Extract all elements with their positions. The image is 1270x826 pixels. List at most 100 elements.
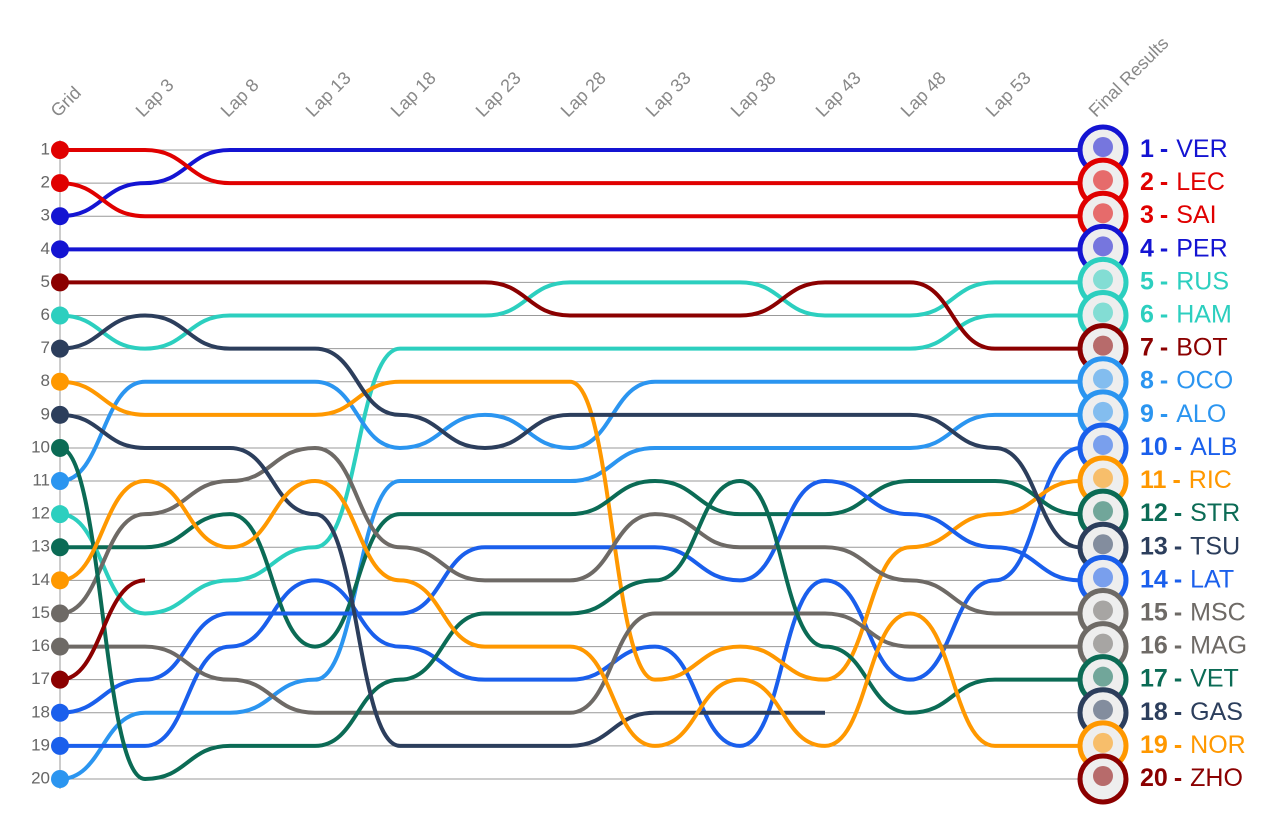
driver-line (59, 147, 1080, 219)
column-label: Lap 53 (982, 68, 1035, 121)
final-position: 17 (1140, 664, 1168, 692)
final-label: 6- HAM (1140, 300, 1232, 328)
y-tick-label: 20 (31, 768, 50, 787)
final-position: 16 (1140, 631, 1168, 659)
driver-avatar-head (1093, 335, 1113, 356)
column-label: Lap 3 (132, 75, 178, 121)
driver-avatar-head (1093, 534, 1113, 555)
separator: - (1160, 366, 1168, 394)
grid-dot (51, 505, 69, 524)
final-position: 19 (1140, 731, 1168, 759)
separator: - (1160, 267, 1168, 295)
final-position: 4 (1140, 234, 1154, 262)
driver-avatar-head (1093, 203, 1113, 224)
column-label: Lap 33 (642, 68, 695, 121)
grid-dot (51, 670, 69, 689)
separator: - (1160, 300, 1168, 328)
driver-avatar-head (1093, 633, 1113, 654)
driver-avatar-head (1093, 236, 1113, 257)
y-tick-label: 5 (41, 272, 50, 291)
driver-line (59, 313, 1081, 550)
driver-line (60, 479, 1081, 649)
separator: - (1160, 168, 1168, 196)
y-tick-label: 16 (31, 636, 50, 655)
separator: - (1174, 764, 1182, 792)
y-tick-label: 18 (31, 702, 50, 721)
final-position: 11 (1140, 466, 1167, 494)
separator: - (1174, 697, 1182, 725)
grid-dot (51, 273, 69, 292)
driver-avatar-head (1093, 600, 1113, 621)
driver-avatar-head (1093, 567, 1113, 588)
column-label: Lap 48 (897, 68, 950, 121)
final-label: 8- OCO (1140, 366, 1233, 394)
final-label: 15- MSC (1140, 598, 1246, 626)
y-tick-label: 2 (41, 173, 50, 192)
separator: - (1174, 631, 1182, 659)
final-label: 17- VET (1140, 664, 1239, 692)
driver-name: PER (1176, 234, 1227, 262)
column-label: Lap 23 (472, 68, 525, 121)
driver-line (59, 147, 1080, 186)
grid-dot (51, 141, 69, 159)
driver-name: NOR (1190, 731, 1246, 759)
final-label: 2- LEC (1140, 168, 1225, 196)
grid-dot (51, 306, 69, 325)
driver-line (59, 280, 1080, 351)
y-tick-label: 1 (41, 139, 50, 158)
driver-name: GAS (1190, 697, 1243, 725)
grid-dot (51, 472, 69, 491)
driver-line (59, 445, 1080, 781)
driver-avatar-head (1093, 368, 1113, 389)
driver-avatar-head (1093, 732, 1113, 753)
driver-avatar-head (1093, 269, 1113, 290)
driver-line (59, 379, 1081, 682)
final-label: 5- RUS (1140, 267, 1229, 295)
final-position: 18 (1140, 697, 1168, 725)
driver-name: LEC (1176, 168, 1225, 196)
driver-name: STR (1190, 499, 1240, 527)
y-tick-label: 6 (41, 305, 50, 324)
separator: - (1174, 664, 1182, 692)
final-label: 18- GAS (1140, 697, 1243, 725)
grid-dot (51, 339, 69, 358)
final-position: 12 (1140, 499, 1168, 527)
y-tick-label: 3 (41, 206, 50, 225)
driver-avatar-head (1093, 666, 1113, 687)
final-label: 10- ALB (1140, 433, 1237, 461)
separator: - (1160, 234, 1168, 262)
y-tick-label: 7 (41, 338, 50, 357)
column-label: Lap 38 (727, 68, 780, 121)
final-label: 16- MAG (1140, 631, 1247, 659)
grid-dot (51, 571, 69, 590)
final-position: 9 (1140, 399, 1154, 427)
driver-avatar-head (1093, 501, 1113, 522)
final-position: 20 (1140, 764, 1168, 792)
separator: - (1172, 466, 1180, 494)
final-position: 10 (1140, 433, 1168, 461)
separator: - (1160, 201, 1168, 229)
driver-name: BOT (1176, 333, 1227, 361)
grid-dot (51, 174, 69, 193)
driver-line (59, 445, 1080, 616)
grid-dot (51, 770, 69, 788)
driver-line (59, 479, 1081, 715)
final-label: 4- PER (1140, 234, 1228, 262)
grid-dot (51, 240, 69, 259)
y-tick-label: 17 (31, 669, 50, 688)
grid-dot (51, 736, 69, 755)
driver-avatar-head (1093, 170, 1113, 191)
y-tick-label: 8 (41, 371, 50, 390)
driver-line (59, 412, 1080, 781)
driver-avatar-head (1093, 401, 1113, 422)
final-position: 5 (1140, 267, 1154, 295)
separator: - (1160, 399, 1168, 427)
y-tick-label: 9 (41, 404, 50, 423)
separator: - (1174, 499, 1182, 527)
driver-line (60, 445, 1081, 748)
y-tick-label: 11 (32, 471, 50, 490)
driver-name: HAM (1176, 300, 1232, 328)
driver-avatar-head (1093, 434, 1113, 455)
grid-dot (51, 405, 69, 424)
final-label: 3- SAI (1140, 201, 1217, 229)
